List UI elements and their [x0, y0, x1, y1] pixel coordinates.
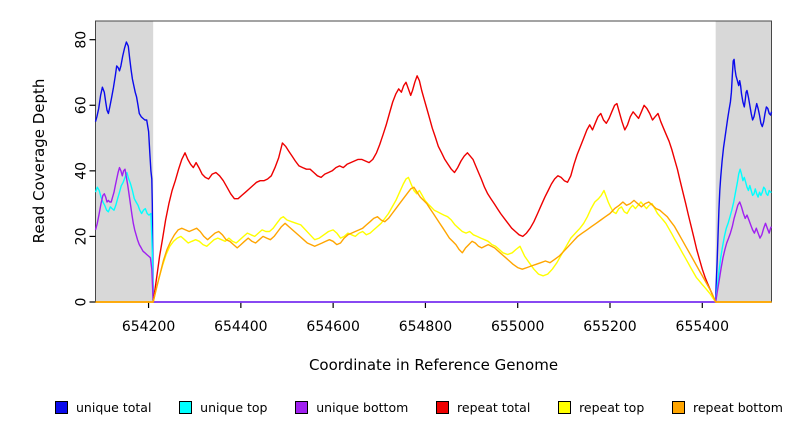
plot-canvas: 654200 654400 654600 654800 655000 655200 6554… [74, 20, 773, 335]
legend-label-repeat-top: repeat top [579, 399, 645, 415]
shaded-region-left [95, 21, 154, 302]
x-tick-label: 654400 [214, 319, 267, 335]
x-tick-label: 654200 [122, 319, 175, 335]
x-tick-label: 655200 [583, 319, 636, 335]
y-axis-title: Read Coverage Depth [30, 78, 48, 244]
series-line-unique-top [94, 168, 772, 303]
y-tick-label: 20 [74, 228, 90, 246]
series-line-repeat-top [95, 176, 772, 303]
y-tick-label: 60 [74, 96, 90, 114]
y-tick-label: 0 [74, 298, 90, 307]
legend-item-unique-bottom: unique bottom [295, 400, 408, 415]
legend-label-repeat-total: repeat total [457, 399, 531, 415]
series-line-repeat-total [95, 75, 772, 303]
legend-label-repeat-bottom: repeat bottom [693, 399, 783, 415]
legend-swatch-repeat-top [558, 400, 572, 414]
y-tick-label: 80 [74, 31, 90, 49]
legend-swatch-repeat-total [436, 400, 450, 414]
x-tick-label: 655000 [491, 319, 544, 335]
x-tick-label: 655400 [676, 319, 729, 335]
x-axis-title: Coordinate in Reference Genome [308, 356, 559, 374]
legend-swatch-unique-bottom [295, 400, 309, 414]
legend-item-repeat-total: repeat total [436, 400, 530, 415]
legend-label-unique-top: unique top [200, 399, 268, 415]
legend-swatch-unique-top [179, 400, 193, 414]
legend-label-unique-bottom: unique bottom [316, 399, 409, 415]
legend-item-unique-total: unique total [55, 400, 151, 415]
legend-swatch-unique-total [55, 400, 68, 414]
series-line-repeat-bottom [95, 186, 772, 303]
x-tick-label: 654800 [399, 319, 452, 335]
series-line-unique-total [94, 41, 773, 303]
x-tick-label: 654600 [306, 319, 359, 335]
legend: unique total unique top unique bottom repea… [55, 397, 783, 417]
shaded-region-right [715, 21, 772, 302]
series-line-unique-bottom [94, 166, 773, 303]
plot-border [95, 20, 772, 303]
legend-label-unique-total: unique total [76, 399, 152, 415]
legend-item-repeat-bottom: repeat bottom [672, 400, 783, 415]
y-tick-label: 40 [74, 162, 90, 180]
legend-swatch-repeat-bottom [672, 400, 685, 414]
legend-item-repeat-top: repeat top [558, 400, 644, 415]
legend-item-unique-top: unique top [179, 400, 267, 415]
